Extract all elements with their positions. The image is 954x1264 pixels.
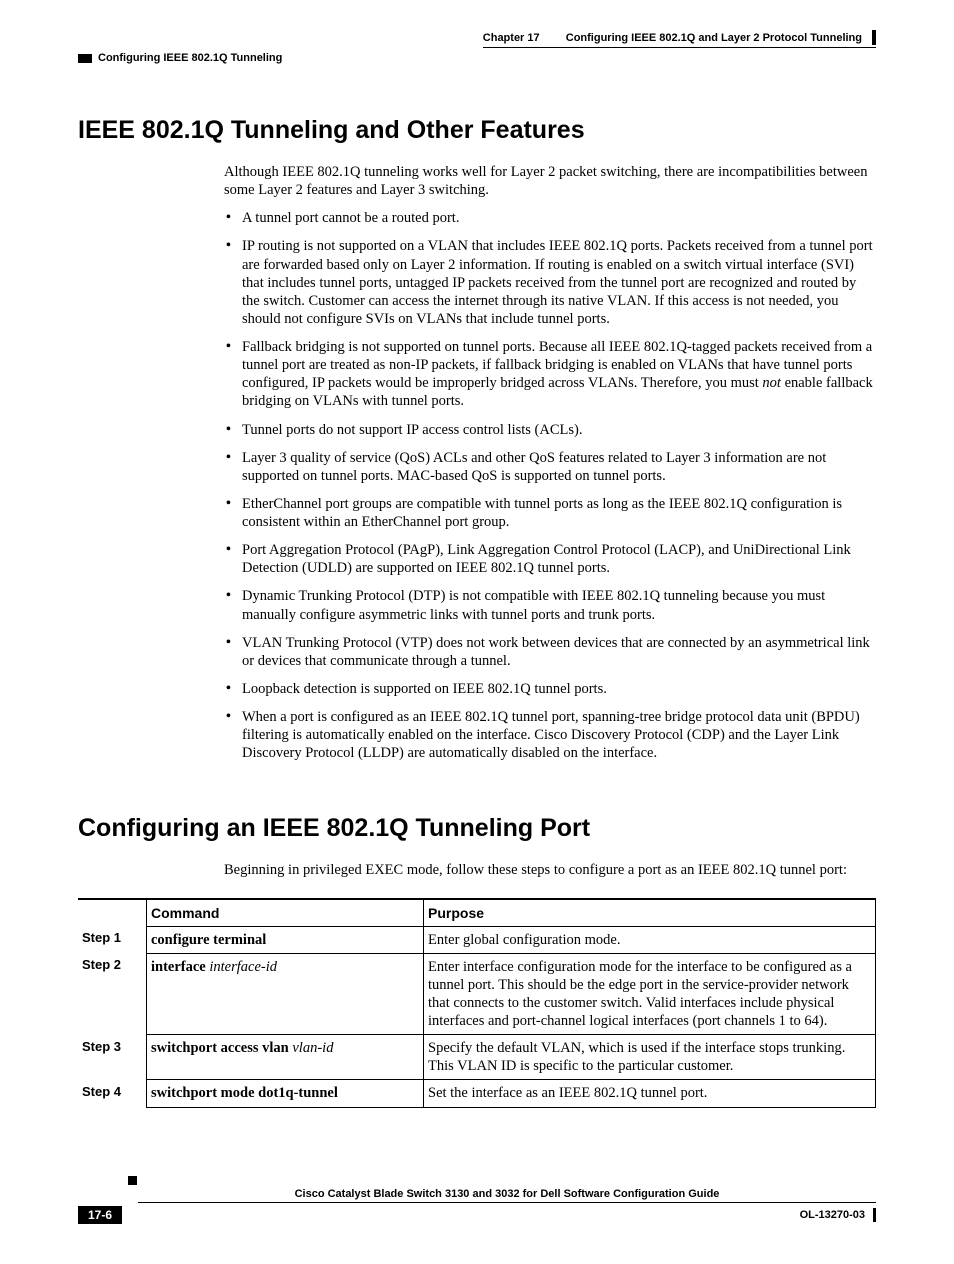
table-header-step — [78, 899, 147, 927]
bullet-item: IP routing is not supported on a VLAN th… — [224, 237, 876, 328]
step-cell: Step 1 — [78, 926, 147, 953]
doc-id-text: OL-13270-03 — [800, 1209, 865, 1221]
footer-decor-icon — [128, 1176, 137, 1185]
bullet-item: VLAN Trunking Protocol (VTP) does not wo… — [224, 634, 876, 670]
table-header-command: Command — [147, 899, 424, 927]
bullet-item: Port Aggregation Protocol (PAgP), Link A… — [224, 541, 876, 577]
doc-id-bar-icon — [873, 1208, 876, 1222]
table-header-purpose: Purpose — [424, 899, 876, 927]
command-cell: switchport access vlan vlan-id — [147, 1035, 424, 1080]
page-header: Chapter 17 Configuring IEEE 802.1Q and L… — [78, 30, 876, 48]
bullet-list: A tunnel port cannot be a routed port. IP… — [224, 209, 876, 762]
bullet-item: Dynamic Trunking Protocol (DTP) is not c… — [224, 587, 876, 623]
section-marker-icon — [78, 54, 92, 63]
bullet-item: Layer 3 quality of service (QoS) ACLs an… — [224, 449, 876, 485]
page-number: 17-6 — [78, 1206, 122, 1224]
chapter-label: Chapter 17 — [483, 32, 540, 44]
table-row: Step 4switchport mode dot1q-tunnelSet th… — [78, 1080, 876, 1107]
bullet-item: A tunnel port cannot be a routed port. — [224, 209, 876, 227]
command-cell: switchport mode dot1q-tunnel — [147, 1080, 424, 1107]
section1-title: IEEE 802.1Q Tunneling and Other Features — [78, 116, 876, 145]
purpose-cell: Enter interface configuration mode for t… — [424, 953, 876, 1035]
header-bar-icon — [872, 30, 876, 45]
table-row: Step 1configure terminalEnter global con… — [78, 926, 876, 953]
section-bar: Configuring IEEE 802.1Q Tunneling — [78, 52, 876, 64]
chapter-title: Configuring IEEE 802.1Q and Layer 2 Prot… — [566, 32, 862, 44]
bullet-item: Tunnel ports do not support IP access co… — [224, 421, 876, 439]
purpose-cell: Enter global configuration mode. — [424, 926, 876, 953]
step-cell: Step 3 — [78, 1035, 147, 1080]
section2-title: Configuring an IEEE 802.1Q Tunneling Por… — [78, 814, 876, 843]
footer-guide: Cisco Catalyst Blade Switch 3130 and 303… — [138, 1188, 876, 1203]
section1-intro: Although IEEE 802.1Q tunneling works wel… — [224, 163, 876, 199]
bullet-item: Loopback detection is supported on IEEE … — [224, 680, 876, 698]
doc-id: OL-13270-03 — [800, 1208, 876, 1222]
purpose-cell: Set the interface as an IEEE 802.1Q tunn… — [424, 1080, 876, 1107]
page-footer: Cisco Catalyst Blade Switch 3130 and 303… — [78, 1188, 876, 1224]
section1-body: Although IEEE 802.1Q tunneling works wel… — [224, 163, 876, 762]
step-cell: Step 4 — [78, 1080, 147, 1107]
command-cell: configure terminal — [147, 926, 424, 953]
table-row: Step 3switchport access vlan vlan-idSpec… — [78, 1035, 876, 1080]
chapter-header: Chapter 17 Configuring IEEE 802.1Q and L… — [483, 30, 876, 48]
steps-table: Command Purpose Step 1configure terminal… — [78, 898, 876, 1108]
command-cell: interface interface-id — [147, 953, 424, 1035]
section-label: Configuring IEEE 802.1Q Tunneling — [98, 52, 282, 64]
section2-body: Beginning in privileged EXEC mode, follo… — [224, 861, 876, 879]
bullet-item: Fallback bridging is not supported on tu… — [224, 338, 876, 411]
table-row: Step 2interface interface-idEnter interf… — [78, 953, 876, 1035]
step-cell: Step 2 — [78, 953, 147, 1035]
bullet-item: When a port is configured as an IEEE 802… — [224, 708, 876, 762]
bullet-item: EtherChannel port groups are compatible … — [224, 495, 876, 531]
page: Chapter 17 Configuring IEEE 802.1Q and L… — [0, 0, 954, 1264]
section2-intro: Beginning in privileged EXEC mode, follo… — [224, 861, 876, 879]
purpose-cell: Specify the default VLAN, which is used … — [424, 1035, 876, 1080]
